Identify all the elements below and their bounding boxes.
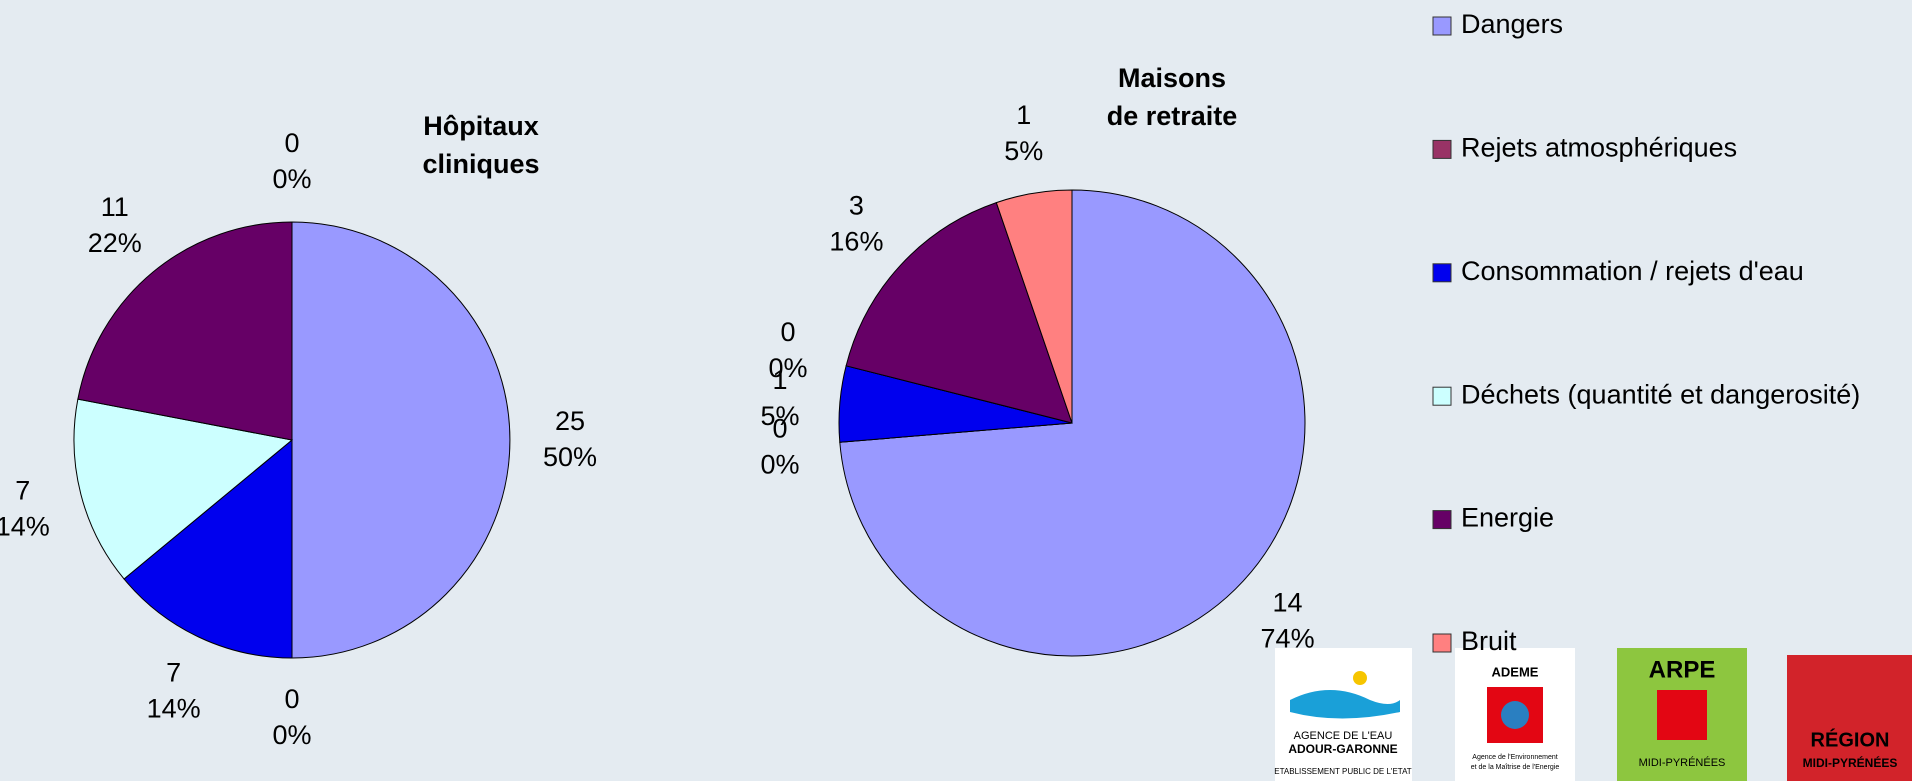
logo-text: MIDI-PYRÉNÉES [1639, 756, 1726, 769]
value-label: 0 [284, 128, 299, 158]
percent-label: 5% [760, 401, 799, 431]
chart-title: Hôpitaux [423, 111, 539, 141]
percent-label: 74% [1261, 624, 1315, 654]
value-label: 0 [772, 413, 787, 443]
percent-label: 50% [543, 442, 597, 472]
percent-label: 14% [0, 511, 50, 541]
logo-text: ETABLISSEMENT PUBLIC DE L'ETAT [1274, 767, 1412, 776]
logo-cross-bg [1657, 690, 1707, 740]
pie-slice [845, 201, 1073, 424]
logo-text: MIDI-PYRÉNÉES [1803, 755, 1898, 770]
chart-title: Maisons [1118, 63, 1226, 93]
logo-text: et de la Maîtrise de l'Energie [1471, 764, 1560, 771]
value-label: 0 [284, 684, 299, 714]
logo-text: ADOUR-GARONNE [1288, 742, 1397, 756]
value-label: 3 [849, 191, 864, 221]
percent-label: 0% [272, 720, 311, 750]
value-label: 25 [555, 406, 585, 436]
logo-text: AGENCE DE L'EAU [1294, 730, 1393, 742]
value-label: 11 [101, 192, 129, 222]
value-label: 7 [166, 658, 181, 688]
legend-label: Dangers [1461, 9, 1563, 39]
pie-slice [291, 221, 511, 659]
chart-title: de retraite [1107, 101, 1238, 131]
legend-label: Déchets (quantité et dangerosité) [1461, 379, 1860, 409]
logo-text: Agence de l'Environnement [1472, 754, 1557, 761]
logo-wave [1290, 690, 1400, 719]
percent-label: 0% [272, 164, 311, 194]
pie-slice [73, 398, 294, 580]
percent-label: 16% [829, 227, 883, 257]
legend-label: Bruit [1461, 626, 1517, 656]
value-label: 14 [1273, 588, 1303, 618]
logo-text: RÉGION [1811, 728, 1890, 751]
value-label: 1 [1016, 100, 1031, 130]
legend-label: Rejets atmosphériques [1461, 133, 1737, 163]
logo-globe [1501, 701, 1529, 729]
legend-label: Energie [1461, 503, 1554, 533]
legend-swatch [1432, 633, 1452, 653]
value-label: 7 [15, 475, 30, 505]
percent-label: 0% [768, 353, 807, 383]
legend-swatch [1432, 386, 1452, 406]
value-label: 1 [772, 365, 787, 395]
legend-label: Consommation / rejets d'eau [1461, 256, 1804, 286]
logo-sun [1353, 671, 1367, 685]
value-label: 0 [780, 317, 795, 347]
logo-text: ARPE [1649, 656, 1716, 683]
percent-label: 14% [147, 694, 201, 724]
pie-slice [123, 438, 293, 659]
legend-swatch [1432, 510, 1452, 530]
percent-label: 5% [1004, 136, 1043, 166]
percent-label: 22% [88, 228, 142, 258]
pie-slice [995, 189, 1073, 424]
logo-box [1787, 655, 1912, 781]
logo-text: ADEME [1492, 664, 1539, 679]
percent-label: 0% [760, 449, 799, 479]
pie-slice [77, 221, 293, 441]
legend-swatch [1432, 16, 1452, 36]
legend-swatch [1432, 139, 1452, 159]
chart-title: cliniques [422, 149, 539, 179]
legend-swatch [1432, 263, 1452, 283]
